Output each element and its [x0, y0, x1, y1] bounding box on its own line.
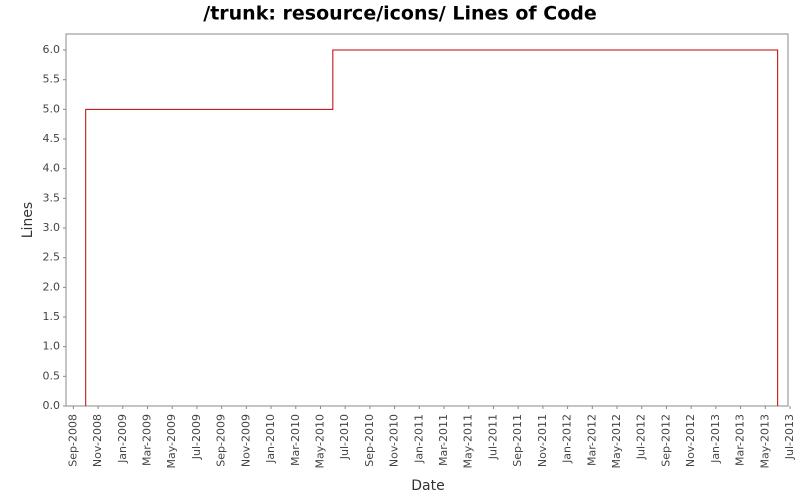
x-tick-label: Mar-2013 — [734, 414, 747, 466]
y-tick-label: 0.5 — [43, 369, 61, 382]
x-tick-label: May-2011 — [462, 414, 475, 469]
x-tick-label: May-2012 — [610, 414, 623, 469]
chart-title: /trunk: resource/icons/ Lines of Code — [203, 3, 597, 25]
y-tick-label: 5.5 — [43, 73, 61, 86]
x-tick-label: Mar-2009 — [140, 414, 153, 466]
x-tick-label: Sep-2008 — [66, 414, 79, 467]
y-tick-label: 3.0 — [43, 221, 61, 234]
x-tick-label: Nov-2009 — [239, 414, 252, 467]
x-tick-label: Mar-2010 — [289, 414, 302, 466]
y-tick-label: 1.0 — [43, 340, 61, 353]
y-tick-label: 4.0 — [43, 162, 61, 175]
x-tick-label: Jul-2009 — [190, 414, 203, 460]
y-tick-label: 2.0 — [43, 280, 61, 293]
y-tick-label: 2.5 — [43, 251, 61, 264]
x-tick-label: Nov-2010 — [388, 414, 401, 467]
x-tick-label: May-2013 — [758, 414, 771, 469]
x-tick-label: Jan-2011 — [412, 414, 425, 464]
x-tick-label: Mar-2012 — [585, 414, 598, 466]
x-tick-label: Sep-2012 — [659, 414, 672, 467]
x-tick-label: Jan-2012 — [561, 414, 574, 464]
x-tick-label: Nov-2011 — [536, 414, 549, 467]
plot-area — [65, 33, 789, 407]
x-tick-label: May-2010 — [313, 414, 326, 469]
y-tick-label: 0.0 — [43, 399, 61, 412]
x-tick-label: Jul-2010 — [338, 414, 351, 460]
x-axis-title: Date — [411, 478, 444, 494]
x-tick-label: Jul-2011 — [486, 414, 499, 460]
x-tick-label: Sep-2011 — [511, 414, 524, 467]
y-tick-label: 3.5 — [43, 191, 61, 204]
x-tick-label: May-2009 — [165, 414, 178, 469]
x-tick-label: Jan-2010 — [264, 414, 277, 464]
x-tick-label: Sep-2009 — [215, 414, 228, 467]
x-tick-label: Sep-2010 — [363, 414, 376, 467]
step-line — [85, 49, 779, 406]
y-tick-label: 6.0 — [43, 43, 61, 56]
y-tick-label: 1.5 — [43, 310, 61, 323]
y-axis-title: Lines — [20, 202, 36, 238]
x-tick-label: Mar-2011 — [437, 414, 450, 466]
x-tick-label: Jul-2012 — [635, 414, 648, 460]
x-tick-label: Jan-2013 — [709, 414, 722, 464]
x-tick-label: Jul-2013 — [783, 414, 796, 460]
y-tick-label: 5.0 — [43, 102, 61, 115]
x-tick-label: Nov-2012 — [684, 414, 697, 467]
y-tick-label: 4.5 — [43, 132, 61, 145]
x-tick-label: Jan-2009 — [116, 414, 129, 464]
x-tick-label: Nov-2008 — [91, 414, 104, 467]
